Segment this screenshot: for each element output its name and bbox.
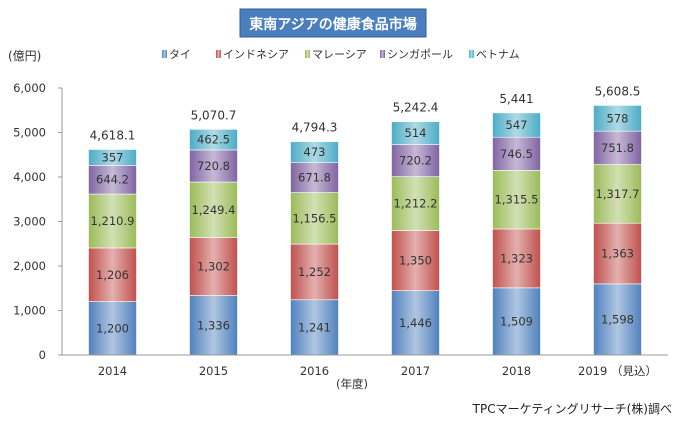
total-label: 5,441	[499, 92, 533, 106]
y-axis-label: (億円)	[8, 49, 41, 63]
bar-segment	[391, 176, 440, 231]
bar-segment	[391, 230, 440, 291]
bar-segment	[492, 112, 541, 138]
y-axis: 0 1,000 2,000 3,000 4,000 5,000 6,000	[13, 81, 63, 362]
legend-label: タイ	[169, 48, 191, 61]
segment-value-label: 1,156.5	[293, 211, 337, 225]
y-tick-label: 0	[39, 348, 46, 362]
segment-value-label: 720.8	[197, 159, 230, 173]
total-label: 5,242.4	[393, 101, 439, 115]
total-label: 5,070.7	[191, 108, 237, 122]
legend-swatch	[380, 50, 385, 58]
segment-value-label: 644.2	[96, 173, 129, 187]
y-tick-label: 4,000	[13, 170, 46, 184]
bar-segment	[593, 105, 642, 132]
segment-value-label: 547	[506, 118, 528, 132]
legend: タイ インドネシア マレーシア シンガポール ベトナム	[162, 48, 520, 61]
segment-value-label: 357	[102, 150, 124, 164]
chart-title: 東南アジアの健康食品市場	[249, 16, 416, 33]
x-tick-label: 2015	[199, 364, 228, 378]
segment-value-label: 1,249.4	[192, 203, 236, 217]
y-tick-label: 6,000	[13, 81, 46, 95]
bar-segment	[290, 141, 339, 164]
x-tick-label: 2017	[401, 364, 430, 378]
legend-swatch	[469, 50, 474, 58]
segment-value-label: 514	[405, 126, 427, 140]
bar-segment	[492, 170, 541, 230]
segment-value-label: 1,210.9	[91, 214, 135, 228]
segment-value-label: 1,598	[601, 312, 634, 326]
segment-value-label: 1,446	[399, 316, 432, 330]
total-label: 5,608.5	[595, 84, 641, 98]
segment-value-label: 473	[304, 145, 326, 159]
segment-value-label: 462.5	[197, 133, 230, 147]
bar-segment	[391, 144, 440, 177]
bar-segment	[492, 228, 541, 289]
bar-segment	[88, 193, 137, 249]
legend-label: マレーシア	[312, 48, 367, 61]
segment-value-label: 671.8	[298, 171, 331, 185]
y-tick-label: 5,000	[13, 126, 46, 140]
segment-value-label: 720.2	[399, 154, 432, 168]
segment-value-label: 1,200	[96, 321, 129, 335]
total-label: 4,794.3	[292, 121, 338, 135]
bar-segment	[492, 287, 541, 356]
bar-segment	[290, 243, 339, 301]
x-tick-label: 2018	[502, 364, 531, 378]
legend-label: シンガポール	[387, 48, 453, 61]
legend-swatch	[162, 50, 167, 58]
segment-value-label: 1,241	[298, 320, 331, 334]
bar-segment	[290, 162, 339, 193]
segment-value-label: 746.5	[500, 147, 533, 161]
bar-segment	[290, 192, 339, 245]
bar-segment	[290, 299, 339, 356]
segment-value-label: 1,206	[96, 268, 129, 282]
bar-segment	[189, 149, 238, 183]
segment-value-label: 1,302	[197, 260, 230, 274]
legend-swatch	[216, 50, 221, 58]
bar-segment	[88, 247, 137, 302]
y-tick-label: 2,000	[13, 259, 46, 273]
segment-value-label: 1,350	[399, 254, 432, 268]
x-tick-label: 2019 （見込）	[578, 364, 657, 378]
segment-value-label: 1,509	[500, 314, 533, 328]
legend-label: インドネシア	[223, 48, 289, 61]
y-tick-label: 3,000	[13, 215, 46, 229]
title-banner	[239, 8, 427, 38]
legend-label: ベトナム	[476, 48, 520, 61]
bar-segment	[593, 164, 642, 224]
segment-value-label: 1,363	[601, 247, 634, 261]
x-tick-label: 2014	[98, 364, 127, 378]
segment-value-label: 1,336	[197, 318, 230, 332]
y-tick-label: 1,000	[13, 304, 46, 318]
segment-value-label: 1,212.2	[394, 197, 438, 211]
segment-value-label: 751.8	[601, 141, 634, 155]
segment-value-label: 1,317.7	[596, 187, 640, 201]
segment-value-label: 1,323	[500, 251, 533, 265]
legend-swatch	[305, 50, 310, 58]
bar-segment	[88, 149, 137, 166]
bar-segment	[189, 181, 238, 238]
segment-value-label: 1,252	[298, 265, 331, 279]
segment-value-label: 1,315.5	[495, 193, 539, 207]
x-tick-label: 2016	[300, 364, 329, 378]
source-note: TPCマーケティングリサーチ(株)調べ	[472, 401, 672, 416]
x-axis-label: (年度)	[336, 377, 368, 391]
bar-segment	[391, 290, 440, 356]
bar-segment	[88, 165, 137, 195]
segment-value-label: 578	[607, 111, 629, 125]
x-axis: 2014 2015 2016 2017 2018 2019 （見込）	[62, 354, 668, 378]
bar-segment	[391, 121, 440, 145]
bar-segment	[189, 129, 238, 151]
bar-segment	[593, 130, 642, 165]
bar-segment	[88, 301, 137, 356]
bars: 1,200 1,206 1,210.9 644.2 357 4,618.1 1,336 1,3…	[88, 84, 642, 356]
total-label: 4,618.1	[90, 128, 136, 142]
bar-segment	[492, 136, 541, 171]
